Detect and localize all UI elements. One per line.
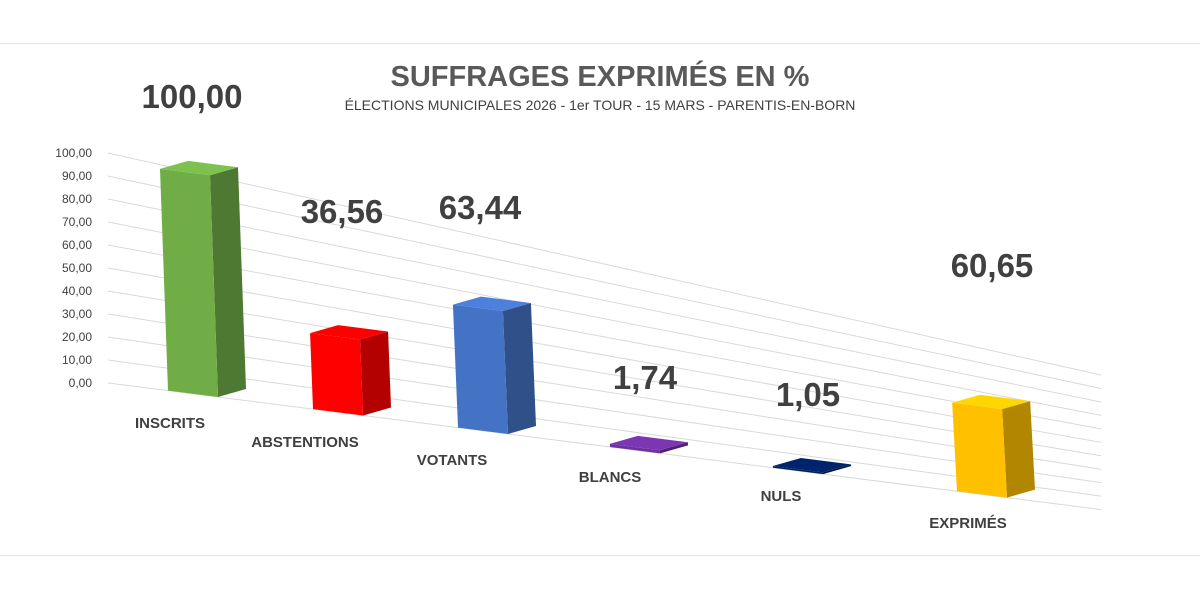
y-tick-label: 60,00 bbox=[62, 238, 92, 252]
top-border bbox=[0, 43, 1200, 44]
y-tick-label: 80,00 bbox=[62, 192, 92, 206]
bar-votants bbox=[452, 296, 536, 434]
bar-front bbox=[609, 443, 660, 454]
bar-front bbox=[452, 304, 508, 434]
bar-top bbox=[452, 296, 531, 311]
value-label: 1,74 bbox=[613, 359, 678, 396]
y-tick-label: 40,00 bbox=[62, 284, 92, 298]
y-tick-label: 0,00 bbox=[69, 376, 93, 390]
value-labels: 100,00 36,56 63,44 1,74 1,05 60,65 bbox=[142, 78, 1034, 413]
bar-side bbox=[1002, 401, 1035, 498]
gridline bbox=[107, 152, 1102, 376]
bar-side bbox=[360, 331, 391, 416]
value-label: 36,56 bbox=[301, 193, 384, 230]
chart-title: SUFFRAGES EXPRIMÉS EN % bbox=[391, 59, 810, 93]
bar-side bbox=[210, 167, 246, 398]
gridline bbox=[107, 290, 1102, 457]
y-tick-label: 10,00 bbox=[62, 353, 92, 367]
bar-side bbox=[659, 442, 688, 454]
value-label: 63,44 bbox=[439, 189, 522, 226]
y-tick-label: 50,00 bbox=[62, 261, 92, 275]
bar-nuls bbox=[772, 458, 851, 475]
bar-front bbox=[952, 402, 1007, 498]
value-label: 1,05 bbox=[776, 376, 840, 413]
y-tick-label: 30,00 bbox=[62, 307, 92, 321]
bottom-border bbox=[0, 555, 1200, 556]
gridline bbox=[107, 382, 1102, 511]
bar-top bbox=[609, 435, 688, 451]
y-tick-label: 20,00 bbox=[62, 330, 92, 344]
y-tick-label: 90,00 bbox=[62, 169, 92, 183]
bar-abstentions bbox=[310, 325, 391, 416]
gridline bbox=[107, 359, 1102, 497]
bar-top bbox=[772, 458, 851, 473]
bar-inscrits bbox=[160, 160, 246, 398]
value-label: 100,00 bbox=[142, 78, 243, 115]
gridline bbox=[107, 244, 1102, 430]
gridline bbox=[107, 221, 1102, 416]
gridline bbox=[107, 267, 1102, 443]
category-label: ABSTENTIONS bbox=[251, 434, 359, 451]
category-label: BLANCS bbox=[579, 469, 642, 486]
bar-top bbox=[310, 325, 389, 340]
value-label: 60,65 bbox=[951, 247, 1034, 284]
gridline bbox=[107, 175, 1102, 389]
category-label: EXPRIMÉS bbox=[929, 515, 1007, 532]
bar-blancs bbox=[609, 435, 688, 454]
bar-side bbox=[502, 302, 536, 434]
y-tick-label: 100,00 bbox=[55, 146, 92, 160]
category-label: NULS bbox=[761, 488, 802, 505]
category-label: INSCRITS bbox=[135, 415, 205, 432]
y-axis-ticks: 0,00 10,00 20,00 30,00 40,00 50,00 60,00 70,00 8… bbox=[55, 146, 92, 390]
bar-top bbox=[160, 160, 238, 176]
chart-subtitle: ÉLECTIONS MUNICIPALES 2026 - 1er TOUR - … bbox=[345, 97, 856, 113]
category-labels: INSCRITS ABSTENTIONS VOTANTS BLANCS NULS EXPR… bbox=[135, 415, 1007, 532]
gridline bbox=[107, 198, 1102, 403]
gridline bbox=[107, 313, 1102, 470]
bar-exprimés bbox=[952, 394, 1035, 498]
bars bbox=[160, 160, 1035, 498]
bar-front bbox=[160, 168, 218, 398]
bar-side bbox=[822, 464, 851, 475]
category-label: VOTANTS bbox=[417, 452, 488, 469]
bar-front bbox=[772, 466, 823, 475]
y-tick-label: 70,00 bbox=[62, 215, 92, 229]
gridlines bbox=[107, 152, 1102, 511]
gridline bbox=[107, 336, 1102, 484]
bar-top bbox=[952, 394, 1031, 410]
bar-front bbox=[310, 333, 363, 416]
